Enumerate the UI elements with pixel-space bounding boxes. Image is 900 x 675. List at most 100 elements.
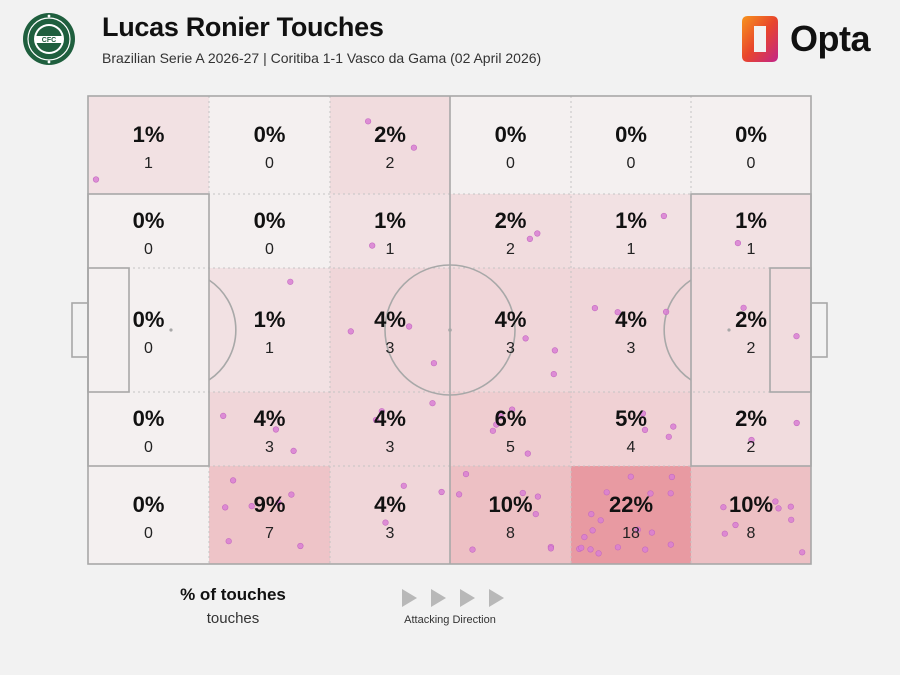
- zone-labels: 1%10%02%20%00%00%00%00%01%12%21%11%10%01…: [133, 122, 773, 542]
- club-crest-logo: CFC: [23, 13, 75, 65]
- touch-dot: [660, 212, 668, 220]
- touch-dot: [551, 347, 559, 354]
- right-goal: [810, 302, 828, 358]
- heatmap-zone: [88, 466, 209, 564]
- touch-dot: [534, 230, 541, 237]
- heatmap-zone: [209, 194, 330, 268]
- zone-percentage-label: 4%: [495, 307, 527, 332]
- heatmap-zone: [88, 392, 209, 466]
- touch-dot: [597, 517, 604, 524]
- heatmap-zone: [88, 268, 209, 392]
- zone-count-label: 3: [386, 340, 395, 357]
- heatmap-zone: [691, 194, 811, 268]
- heatmap-zone: [209, 466, 330, 564]
- touch-dot: [382, 519, 389, 526]
- zone-percentage-label: 9%: [254, 492, 286, 517]
- touch-dot: [648, 529, 656, 536]
- legend-title: % of touches: [180, 585, 286, 604]
- zone-percentage-label: 4%: [254, 406, 286, 431]
- zone-count-label: 1: [747, 241, 756, 258]
- touch-dot: [297, 542, 304, 550]
- attacking-direction-label: Attacking Direction: [404, 614, 496, 626]
- touch-dot: [532, 510, 539, 518]
- heatmap-zone: [88, 194, 209, 268]
- heatmap-zone: [691, 392, 811, 466]
- zone-percentage-label: 10%: [729, 492, 773, 517]
- zone-count-label: 1: [627, 241, 636, 258]
- touch-dot: [589, 527, 596, 534]
- touch-dot: [667, 541, 674, 548]
- touch-dot: [406, 323, 413, 330]
- zone-count-label: 3: [386, 439, 395, 456]
- touch-dot: [225, 538, 232, 545]
- zone-percentage-label: 2%: [374, 122, 406, 147]
- touch-dot: [793, 419, 800, 427]
- touch-dot: [720, 504, 727, 511]
- zone-count-label: 0: [506, 155, 515, 172]
- heatmap-zone: [691, 268, 811, 392]
- legend-subtitle: touches: [206, 610, 260, 627]
- touch-dot: [670, 423, 677, 430]
- zone-count-label: 3: [627, 340, 636, 357]
- zone-count-label: 2: [386, 155, 395, 172]
- touch-dot: [430, 360, 438, 367]
- opta-logo-icon: [742, 16, 778, 62]
- touch-dot: [287, 278, 294, 285]
- touch-dot: [550, 371, 557, 378]
- touch-dot: [526, 235, 534, 242]
- touch-dot: [614, 544, 622, 551]
- touch-dot: [519, 489, 526, 497]
- zone-percentage-label: 5%: [615, 406, 647, 431]
- touch-dot: [222, 504, 229, 511]
- zone-percentage-label: 0%: [735, 122, 767, 147]
- zone-count-label: 1: [144, 155, 153, 172]
- zone-count-label: 0: [144, 241, 153, 258]
- touch-dot: [775, 505, 782, 512]
- zone-count-label: 18: [622, 525, 640, 542]
- zone-percentage-label: 0%: [133, 208, 165, 233]
- touch-dot: [456, 491, 463, 498]
- touch-dot: [734, 240, 742, 247]
- heatmap-zone: [330, 466, 450, 564]
- touch-dot: [372, 416, 380, 424]
- zone-count-label: 0: [144, 439, 153, 456]
- touch-dot: [787, 503, 794, 510]
- touch-dot: [740, 304, 747, 311]
- touch-dot: [365, 118, 372, 125]
- touch-dot: [748, 436, 755, 444]
- touch-dot: [721, 530, 728, 537]
- heatmap-zone: [209, 96, 330, 194]
- match-subtitle: Brazilian Serie A 2026-27 | Coritiba 1-1…: [102, 50, 542, 66]
- left-penalty-spot: [169, 328, 173, 332]
- touch-dot: [508, 406, 516, 413]
- right-penalty-spot: [727, 328, 731, 332]
- zone-percentage-label: 1%: [615, 208, 647, 233]
- heatmap-zone: [691, 466, 811, 564]
- zone-count-label: 1: [265, 340, 274, 357]
- center-circle: [384, 264, 516, 396]
- pitch-markings: [71, 95, 828, 565]
- direction-arrow-icon: [460, 589, 475, 607]
- zone-count-label: 7: [265, 525, 274, 542]
- touch-dot: [641, 426, 649, 434]
- heatmap-zone: [88, 96, 209, 194]
- zone-percentage-label: 22%: [609, 492, 653, 517]
- direction-arrow-icon: [489, 589, 504, 607]
- touch-dot: [438, 488, 445, 496]
- center-spot: [448, 328, 452, 332]
- touch-dot: [288, 491, 295, 498]
- zone-count-label: 2: [747, 340, 756, 357]
- zone-percentage-label: 0%: [133, 492, 165, 517]
- touch-dot: [469, 546, 476, 553]
- svg-text:CFC: CFC: [42, 37, 56, 44]
- touch-dot: [220, 412, 227, 420]
- touch-dot: [230, 477, 237, 484]
- touch-dot: [578, 544, 585, 551]
- zone-percentage-label: 1%: [374, 208, 406, 233]
- touch-dots: [92, 118, 806, 557]
- zone-count-label: 0: [265, 241, 274, 258]
- zone-percentage-label: 0%: [254, 122, 286, 147]
- touch-dot: [627, 473, 634, 480]
- touch-dot: [772, 498, 779, 505]
